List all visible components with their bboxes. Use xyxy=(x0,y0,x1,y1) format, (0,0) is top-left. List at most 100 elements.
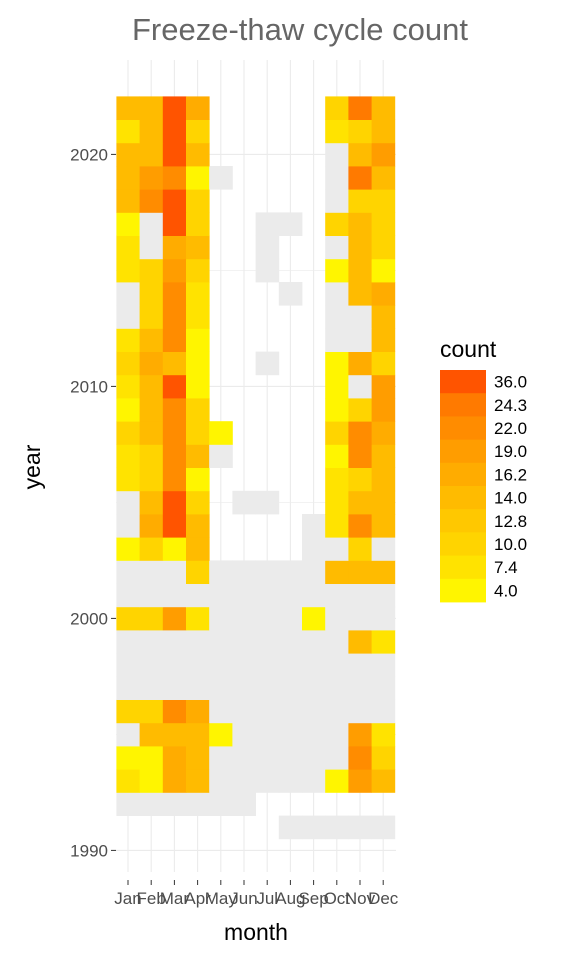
heatmap-cell xyxy=(116,630,140,654)
heatmap-cell xyxy=(302,537,326,561)
y-tick-label: 2000 xyxy=(70,609,108,628)
heatmap-cell xyxy=(348,653,372,677)
heatmap-cell xyxy=(348,746,372,770)
x-tick-label: May xyxy=(205,889,238,908)
heatmap-cell xyxy=(162,142,187,167)
heatmap-cell xyxy=(162,699,187,724)
heatmap-cell xyxy=(116,166,140,190)
heatmap-cell xyxy=(371,235,396,260)
heatmap-cell xyxy=(325,258,349,283)
heatmap-cell xyxy=(371,96,396,120)
heatmap-cell xyxy=(139,792,164,816)
heatmap-cell xyxy=(232,560,256,584)
heatmap-cell xyxy=(255,722,280,747)
heatmap-cell xyxy=(162,351,187,376)
legend-label: 19.0 xyxy=(494,442,527,461)
legend-title: count xyxy=(440,336,497,362)
heatmap-cell xyxy=(371,630,396,654)
heatmap-cell xyxy=(255,258,280,283)
heatmap-cell xyxy=(139,583,164,608)
heatmap-cell xyxy=(302,815,326,840)
heatmap-cell xyxy=(139,328,164,352)
heatmap-cell xyxy=(348,444,372,468)
heatmap-cell xyxy=(162,119,187,144)
heatmap-cell xyxy=(302,630,326,654)
heatmap-cell xyxy=(139,212,164,236)
heatmap-cell xyxy=(371,583,396,608)
heatmap-cell xyxy=(162,606,187,631)
heatmap-cell xyxy=(162,630,187,654)
heatmap-cell xyxy=(348,467,372,492)
heatmap-cell xyxy=(162,537,187,561)
heatmap-cell xyxy=(139,421,164,445)
heatmap-cell xyxy=(209,746,233,770)
heatmap-cell xyxy=(116,699,140,724)
heatmap-cell xyxy=(278,676,303,700)
heatmap-cell xyxy=(162,490,187,515)
heatmap-cell xyxy=(255,676,280,700)
heatmap-cell xyxy=(348,769,372,793)
heatmap-cell xyxy=(325,815,349,840)
heatmap-cell xyxy=(325,305,349,329)
heatmap-cell xyxy=(162,258,187,283)
x-tick-label: Nov xyxy=(345,889,376,908)
heatmap-cell xyxy=(116,421,140,445)
legend-label: 24.3 xyxy=(494,396,527,415)
heatmap-cell xyxy=(162,792,187,816)
heatmap-cell xyxy=(371,746,396,770)
heatmap-cell xyxy=(325,630,349,654)
heatmap-cell xyxy=(186,96,210,120)
heatmap-cell xyxy=(116,560,140,584)
y-tick-label: 2020 xyxy=(70,145,108,164)
heatmap-cell xyxy=(186,722,210,747)
heatmap-cell xyxy=(209,421,233,445)
heatmap-cell xyxy=(232,630,256,654)
heatmap-cell xyxy=(186,490,210,515)
heatmap-cell xyxy=(209,769,233,793)
heatmap-cell xyxy=(162,769,187,793)
heatmap-cell xyxy=(139,166,164,190)
heatmap-cell xyxy=(371,653,396,677)
heatmap-cell xyxy=(255,212,280,236)
heatmap-cell xyxy=(278,282,303,306)
legend: count 36.0 24.3 22.0 19.0 16.2 14.0 12.8 10.0 7.… xyxy=(440,336,527,603)
heatmap-cell xyxy=(325,351,349,376)
heatmap-cell xyxy=(232,653,256,677)
legend-label: 14.0 xyxy=(494,489,527,508)
heatmap-cell xyxy=(348,421,372,445)
heatmap-cell xyxy=(302,583,326,608)
chart-title: Freeze-thaw cycle count xyxy=(132,12,468,47)
heatmap-cell xyxy=(325,537,349,561)
heatmap-cell xyxy=(302,560,326,584)
heatmap-cell xyxy=(325,212,349,236)
heatmap-cell xyxy=(278,606,303,631)
heatmap-cell xyxy=(162,444,187,468)
heatmap-cell xyxy=(139,676,164,700)
heatmap-cell xyxy=(371,212,396,236)
y-tick-label: 1990 xyxy=(70,841,108,860)
heatmap-cell xyxy=(325,490,349,515)
x-axis-title: month xyxy=(224,919,288,945)
heatmap-cell xyxy=(348,189,372,213)
y-tick-label: 2010 xyxy=(70,377,108,396)
heatmap-cell xyxy=(116,235,140,260)
legend-label: 12.8 xyxy=(494,512,527,531)
heatmap-cell xyxy=(302,514,326,538)
heatmap-cell xyxy=(325,142,349,167)
heatmap-cell xyxy=(162,282,187,306)
y-axis-title: year xyxy=(19,444,45,489)
heatmap-cell xyxy=(278,583,303,608)
heatmap-cell xyxy=(348,398,372,422)
legend-label: 10.0 xyxy=(494,535,527,554)
heatmap-cell xyxy=(371,467,396,492)
heatmap-tiles xyxy=(116,96,396,840)
legend-key xyxy=(440,555,486,580)
x-tick-label: Aug xyxy=(275,889,305,908)
heatmap-cell xyxy=(116,258,140,283)
legend-label: 4.0 xyxy=(494,581,518,600)
heatmap-cell xyxy=(348,305,372,329)
heatmap-cell xyxy=(348,630,372,654)
heatmap-cell xyxy=(278,212,303,236)
heatmap-cell xyxy=(371,699,396,724)
